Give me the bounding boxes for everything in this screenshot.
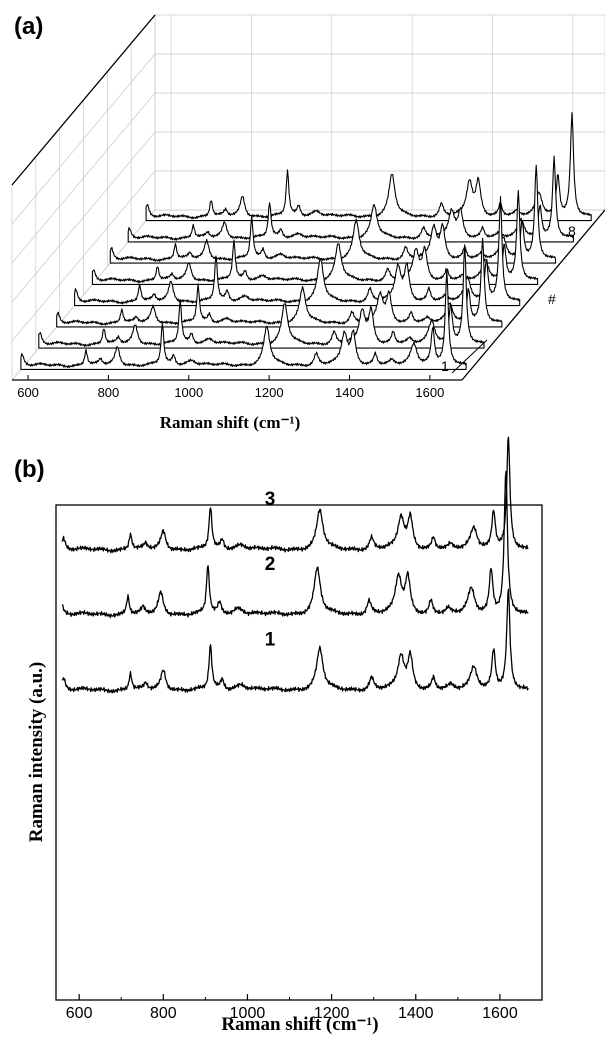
panel-b-series-labels: 1 2 3 — [265, 489, 276, 650]
panel-a-x-tick-label: 1600 — [415, 385, 444, 400]
panel-a-first-series-label: 1 — [441, 358, 449, 374]
panel-a-top-edge — [11, 14, 156, 186]
panel-b-series-label: 1 — [265, 630, 276, 651]
panel-a-series-line — [127, 155, 574, 243]
panel-a-3d-grid — [11, 14, 605, 381]
panel-a-series-line — [145, 112, 592, 222]
panel-b-letter: (b) — [14, 456, 45, 483]
panel-b-series-label: 2 — [265, 554, 276, 575]
panel-b-x-tick-label: 1200 — [314, 1005, 350, 1022]
panel-a: (a) 600 800 1000 1200 1400 1600 8 # 1 Raman s… — [11, 13, 605, 432]
panel-b-series-line — [61, 436, 529, 554]
panel-b-x-tick-label: 600 — [66, 1005, 93, 1022]
panel-b-traces — [61, 436, 529, 694]
panel-a-depth-axis-label: # — [548, 291, 556, 307]
panel-b-series-line — [61, 588, 529, 694]
panel-a-depth-arrow — [451, 339, 488, 374]
panel-b-y-axis-title: Raman intensity (a.u.) — [26, 662, 47, 843]
panel-b-x-tick-label: 1600 — [482, 1005, 518, 1022]
panel-b-x-tick-label: 1000 — [230, 1005, 266, 1022]
panel-a-x-tick-label: 1200 — [255, 385, 284, 400]
panel-b-x-tick-label: 800 — [150, 1005, 177, 1022]
panel-a-x-tick-label: 600 — [17, 385, 39, 400]
panel-a-depth-axis — [461, 209, 605, 381]
panel-b-x-tick-label: 1400 — [398, 1005, 434, 1022]
panel-a-series-line — [56, 237, 503, 328]
panel-b-series-line — [61, 470, 529, 619]
panel-a-last-series-label: 8 — [568, 223, 576, 239]
panel-b-series-label: 3 — [265, 489, 276, 510]
panel-a-series-line — [38, 244, 485, 349]
panel-a-x-axis-title: Raman shift (cm⁻¹) — [160, 413, 301, 432]
panel-b: (b) 600 800 1000 1200 1400 1600 1 2 3 Raman shi… — [14, 436, 543, 1035]
panel-b-x-axis-title: Raman shift (cm⁻¹) — [221, 1014, 378, 1035]
panel-a-traces — [20, 112, 605, 381]
panel-a-x-tick-label: 1400 — [335, 385, 364, 400]
panel-a-x-axis: 600 800 1000 1200 1400 1600 — [12, 375, 462, 400]
panel-b-x-axis: 600 800 1000 1200 1400 1600 — [66, 994, 518, 1022]
panel-a-x-tick-label: 800 — [98, 385, 120, 400]
panel-a-x-tick-label: 1000 — [174, 385, 203, 400]
panel-b-plot-frame — [55, 504, 543, 1001]
panel-a-series-line — [20, 269, 467, 370]
panel-a-letter: (a) — [14, 13, 43, 40]
